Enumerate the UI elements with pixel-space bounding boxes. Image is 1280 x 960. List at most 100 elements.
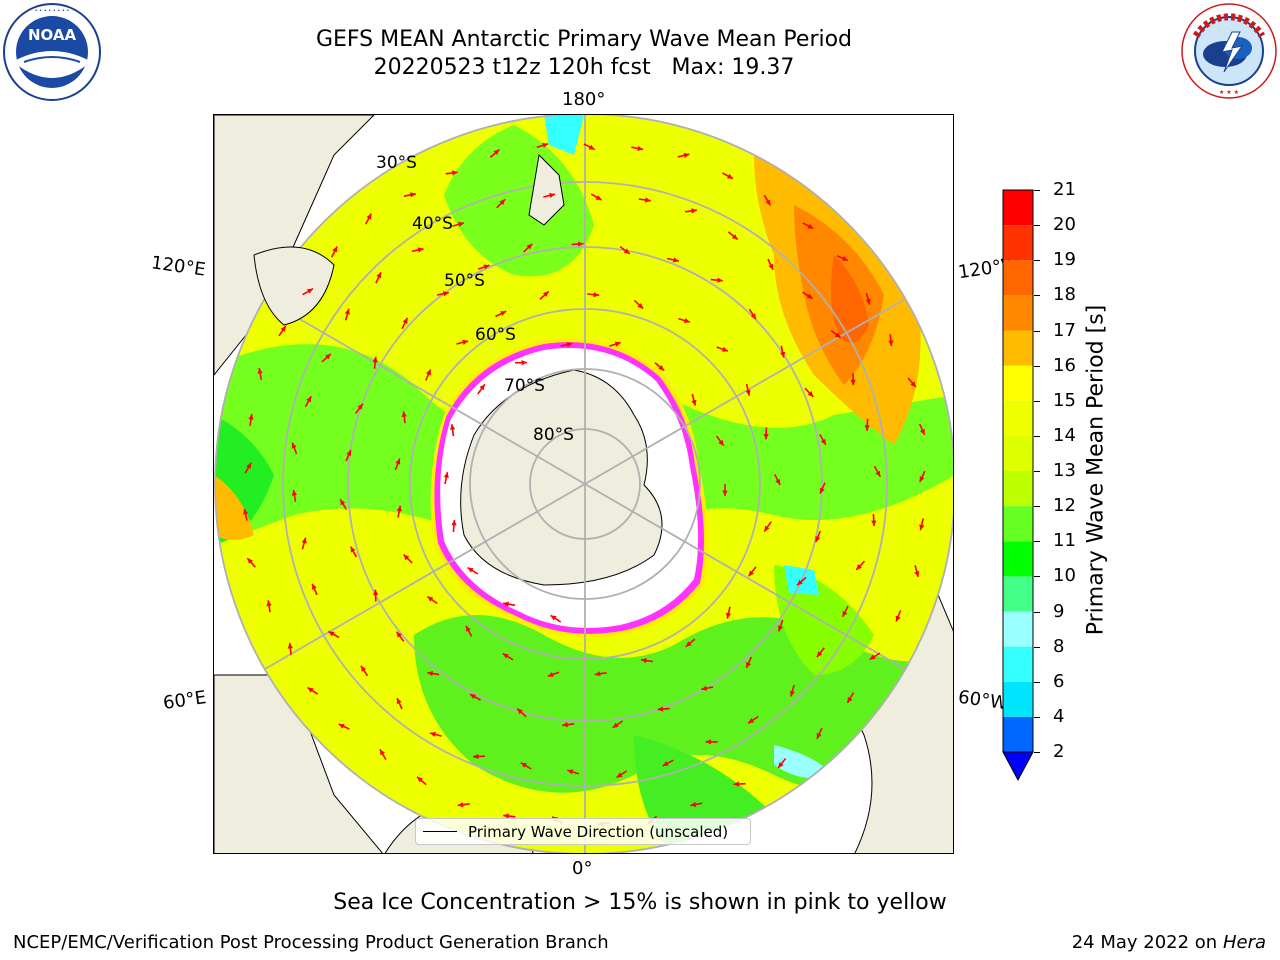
wave-arrow-head [684, 318, 690, 323]
wave-arrow-head [350, 546, 356, 553]
wave-arrow-head [765, 199, 771, 206]
wave-arrow-head [396, 698, 402, 705]
wave-arrow-head [685, 641, 692, 647]
colorbar-tick-label: 12 [1053, 495, 1076, 517]
lon-label-60e: 60°E [161, 687, 208, 714]
wave-arrow-head [834, 332, 841, 338]
wave-arrow-head [705, 739, 711, 745]
wave-arrow-head [701, 685, 708, 691]
wave-arrow-head [360, 665, 367, 672]
wave-arrow-head [816, 651, 823, 658]
wave-arrow-head [499, 199, 506, 205]
wave-arrow-head [722, 490, 728, 496]
colorbar-tick-label: 14 [1053, 424, 1076, 446]
colorbar-tick-mark [1034, 611, 1040, 613]
wave-arrow-head [895, 615, 901, 622]
wave-arrow-head [503, 813, 509, 819]
wave-arrow-head [503, 601, 509, 607]
colorbar-under-triangle [1002, 751, 1034, 782]
colorbar-tick-mark [1034, 471, 1040, 472]
wave-arrow-head [395, 458, 401, 465]
colorbar-block [1003, 225, 1033, 261]
colorbar-block [1003, 611, 1033, 647]
wave-arrow-head [325, 353, 331, 360]
wave-arrow-head [396, 631, 402, 638]
colorbar-block [1003, 400, 1033, 436]
footer-date: 24 May 2022 on Hera [1072, 932, 1266, 953]
wave-arrow-head [789, 690, 795, 697]
wave-arrow-head [764, 525, 770, 532]
wave-arrow-head [850, 379, 856, 386]
wave-arrow-head [847, 696, 853, 703]
colorbar-tick-label: 18 [1053, 284, 1076, 306]
wave-arrow-head [567, 769, 574, 775]
lat-label-80s: 80°S [533, 425, 574, 445]
wave-arrow-head [875, 470, 881, 477]
wave-arrow-head [402, 317, 408, 324]
colorbar-tick-mark [1034, 295, 1040, 297]
wave-arrow-head [658, 365, 665, 371]
colorbar-tick-mark [1034, 752, 1040, 753]
wave-arrow-head [807, 223, 814, 229]
colorbar-tick-label: 15 [1053, 389, 1076, 411]
svg-text:• • • • • • • •: • • • • • • • • [35, 8, 70, 14]
wave-arrow-head [763, 433, 769, 440]
wave-arrow-head [332, 246, 338, 253]
wave-arrow-head [919, 476, 925, 483]
colorbar-tick-mark [1034, 576, 1040, 578]
colorbar-tick-label: 2 [1053, 741, 1065, 762]
colorbar-tick-label: 17 [1053, 319, 1076, 341]
noaa-logo: NOAA • • • • • • • • [3, 3, 101, 101]
wave-arrow-head [451, 519, 457, 526]
wave-arrow-head [457, 802, 464, 808]
wave-arrow-head [722, 346, 728, 352]
wave-arrow-head [871, 520, 877, 527]
wave-arrow-head [430, 731, 436, 737]
wave-arrow-head [521, 360, 527, 366]
wave-arrow-head [727, 173, 733, 179]
wave-arrow-head [919, 524, 925, 531]
wave-arrow-head [452, 170, 458, 176]
page-subtitle: 20220523 t12z 120h fcst Max: 19.37 [373, 55, 795, 80]
polar-map [214, 115, 953, 853]
wave-arrow-head [820, 438, 826, 445]
wave-arrow-head [417, 247, 424, 253]
wave-arrow-head [690, 801, 697, 807]
colorbar-block [1003, 506, 1033, 542]
wave-arrow-head [623, 248, 630, 254]
wave-arrow-head [427, 671, 433, 677]
wave-arrow-head [403, 554, 410, 561]
wave-arrow-head [483, 264, 490, 270]
lon-label-120e: 120°E [149, 252, 207, 281]
wave-arrow-head [307, 288, 313, 294]
wave-arrow-head [637, 145, 644, 151]
wave-arrow-head [291, 442, 297, 449]
wave-arrow-head [376, 272, 382, 279]
wave-arrow-head [888, 340, 894, 346]
wave-arrow-head [246, 462, 252, 469]
wave-arrow-head [462, 339, 469, 345]
wave-arrow-head [547, 672, 554, 677]
wave-arrow-head [865, 298, 871, 305]
wave-arrow-head [566, 342, 573, 348]
wave-arrow-head [806, 293, 813, 299]
legend-line-swatch [423, 831, 457, 832]
colorbar-tick-mark [1034, 435, 1040, 437]
wave-arrow-head [864, 425, 870, 431]
wave-arrow-head [257, 368, 263, 374]
wave-arrow-head [291, 490, 297, 496]
colorbar-block [1003, 471, 1033, 507]
wave-arrow-head [550, 615, 557, 621]
noaa-logo-text: NOAA [28, 26, 77, 44]
wave-arrow-head [641, 658, 647, 664]
wave-arrow-head [280, 325, 286, 332]
wave-arrow-head [691, 399, 697, 406]
wave-arrow-head [366, 213, 372, 220]
wave-arrow-head [372, 356, 378, 363]
map-legend: Primary Wave Direction (unscaled) [415, 818, 751, 845]
wave-arrow-head [500, 311, 507, 316]
map-panel [213, 114, 954, 854]
wave-arrow-head [673, 257, 679, 263]
colorbar-tick-label: 10 [1053, 565, 1076, 587]
wave-arrow-head [748, 570, 754, 577]
